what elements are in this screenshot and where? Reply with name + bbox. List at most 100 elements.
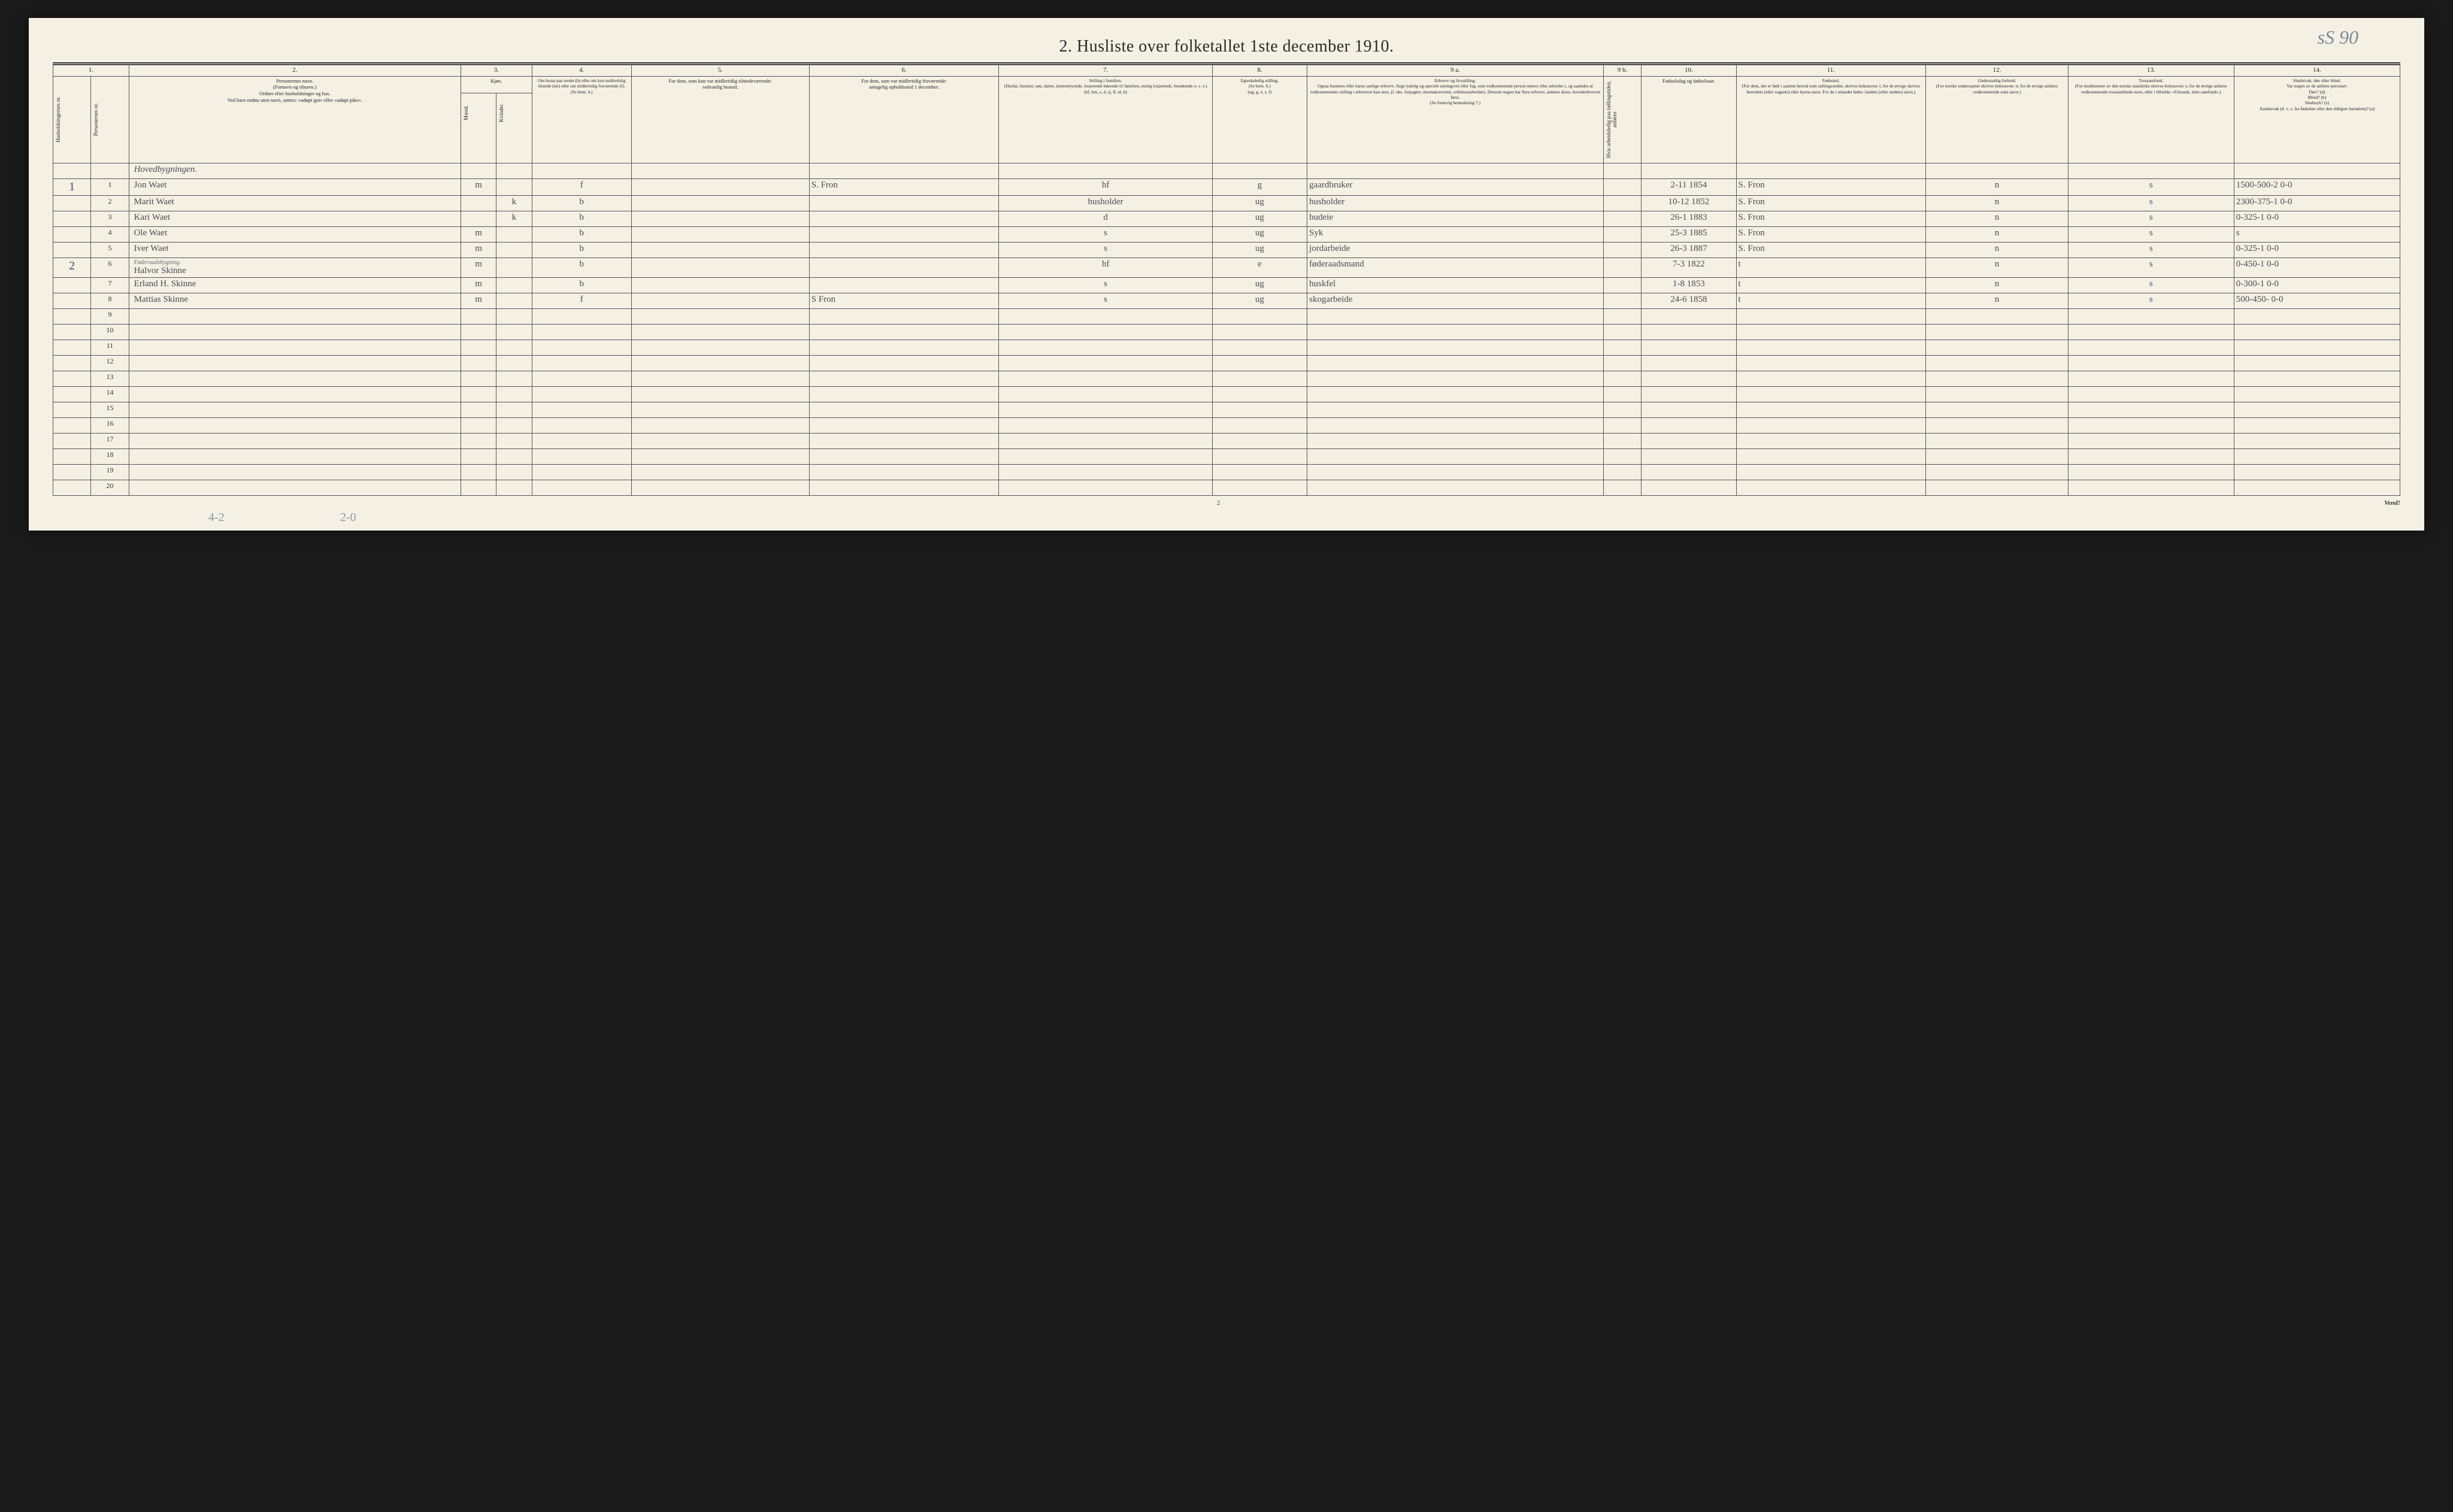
cell-c12: n [1926, 293, 2069, 308]
cell-c8: ug [1212, 277, 1307, 293]
cell-c13: s [2068, 293, 2234, 308]
cell-empty [1926, 371, 2069, 386]
cell-m: m [461, 242, 496, 257]
cell-c14: 0-325-1 0-0 [2234, 242, 2400, 257]
cell-c5 [631, 242, 809, 257]
cell-c6 [809, 226, 999, 242]
cell-m: m [461, 257, 496, 277]
hdr-disability: Sindssvak, døv eller blind. Var nogen av… [2234, 76, 2400, 163]
cell-empty [496, 402, 532, 417]
cell-empty [1603, 371, 1641, 386]
cell-empty [631, 464, 809, 480]
cell-empty [461, 433, 496, 449]
hdr-name: Personernes navn. (Fornavn og tilnavn.) … [129, 76, 461, 163]
cell-hh [53, 242, 91, 257]
cell-empty [2234, 308, 2400, 324]
cell-c7: hf [999, 178, 1212, 195]
cell-c7: hf [999, 257, 1212, 277]
annotation-top: sS 90 [2318, 26, 2358, 49]
cell-c9b [1603, 242, 1641, 257]
cell-empty [1307, 417, 1604, 433]
cell-empty [2068, 308, 2234, 324]
table-row-empty: 15 [53, 402, 2400, 417]
cell-k [496, 293, 532, 308]
cell-empty [631, 433, 809, 449]
cell-pn: 20 [91, 480, 129, 495]
cell-empty [461, 417, 496, 433]
cell-name: Ole Waet [129, 226, 461, 242]
cell-empty [532, 402, 631, 417]
cell-empty [999, 480, 1212, 495]
cell-empty [1212, 449, 1307, 464]
cell-empty [496, 386, 532, 402]
colnum-9b: 9 b. [1603, 65, 1641, 77]
cell-empty [1603, 480, 1641, 495]
cell-m: m [461, 226, 496, 242]
cell-empty [532, 340, 631, 355]
cell-pn: 19 [91, 464, 129, 480]
cell-c7: s [999, 277, 1212, 293]
cell-c6 [809, 277, 999, 293]
cell-empty [631, 163, 809, 178]
cell-empty [129, 371, 461, 386]
cell-empty [496, 433, 532, 449]
colnum-4: 4. [532, 65, 631, 77]
cell-c14: 0-450-1 0-0 [2234, 257, 2400, 277]
cell-empty [631, 340, 809, 355]
cell-c12: n [1926, 211, 2069, 226]
cell-empty [1926, 340, 2069, 355]
cell-empty [129, 417, 461, 433]
cell-empty [1926, 386, 2069, 402]
cell-hh [53, 433, 91, 449]
cell-empty [1642, 417, 1736, 433]
cell-pn: 10 [91, 324, 129, 340]
cell-empty [129, 324, 461, 340]
cell-empty [1603, 433, 1641, 449]
cell-res: f [532, 293, 631, 308]
cell-empty [1736, 371, 1926, 386]
cell-hh: 2 [53, 257, 91, 277]
cell-empty [2234, 480, 2400, 495]
hdr-birthplace: Fødested. (For dem, der er født i samme … [1736, 76, 1926, 163]
cell-empty [1642, 480, 1736, 495]
cell-empty [631, 480, 809, 495]
cell-hh [53, 402, 91, 417]
cell-pn: 7 [91, 277, 129, 293]
colnum-14: 14. [2234, 65, 2400, 77]
cell-empty [2068, 163, 2234, 178]
hdr-birthdate: Fødselsdag og fødselsaar. [1642, 76, 1736, 163]
cell-empty [1212, 480, 1307, 495]
cell-empty [496, 163, 532, 178]
cell-empty [1926, 464, 2069, 480]
cell-empty [1307, 371, 1604, 386]
cell-c6 [809, 257, 999, 277]
cell-empty [999, 355, 1212, 371]
cell-empty [129, 433, 461, 449]
cell-empty [1736, 355, 1926, 371]
cell-empty [1736, 308, 1926, 324]
cell-empty [1642, 340, 1736, 355]
cell-pn: 4 [91, 226, 129, 242]
cell-c6 [809, 211, 999, 226]
table-row-empty: 12 [53, 355, 2400, 371]
table-row-empty: 13 [53, 371, 2400, 386]
cell-empty [129, 308, 461, 324]
cell-empty [809, 355, 999, 371]
cell-empty [1736, 480, 1926, 495]
cell-c11: S. Fron [1736, 195, 1926, 211]
cell-m [461, 195, 496, 211]
cell-empty [2234, 324, 2400, 340]
cell-c14: s [2234, 226, 2400, 242]
footer: 2 Vend! [53, 499, 2400, 507]
cell-c5 [631, 226, 809, 242]
cell-empty [461, 402, 496, 417]
hdr-male: Mænd. [461, 93, 496, 163]
cell-c9: gaardbruker [1307, 178, 1604, 195]
cell-c7: husholder [999, 195, 1212, 211]
cell-c9b [1603, 257, 1641, 277]
cell-empty [461, 449, 496, 464]
cell-empty [631, 308, 809, 324]
cell-empty [631, 386, 809, 402]
hdr-citizenship: Undersaatlig forhold. (For norske unders… [1926, 76, 2069, 163]
cell-res: b [532, 257, 631, 277]
